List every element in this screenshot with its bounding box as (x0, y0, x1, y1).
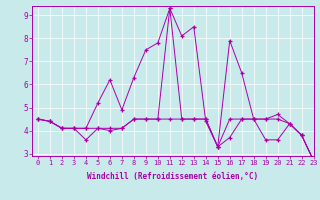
X-axis label: Windchill (Refroidissement éolien,°C): Windchill (Refroidissement éolien,°C) (87, 172, 258, 181)
